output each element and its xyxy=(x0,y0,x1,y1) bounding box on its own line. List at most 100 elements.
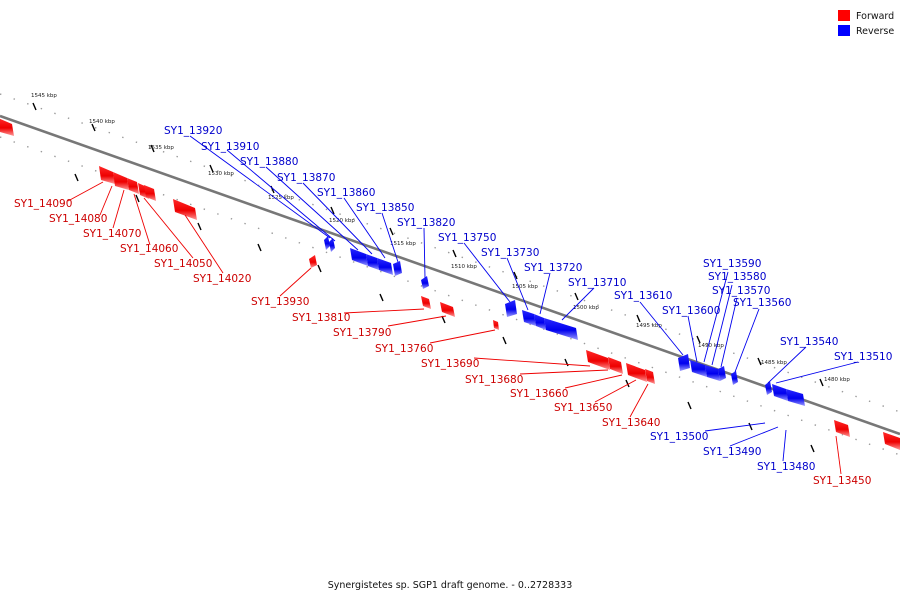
gene-block-reverse[interactable] xyxy=(393,261,402,276)
leader-line xyxy=(835,435,842,475)
leader-line xyxy=(519,369,609,375)
gene-block-forward[interactable] xyxy=(99,166,115,184)
gene-label-reverse[interactable]: SY1_13880 xyxy=(240,156,298,168)
gene-label-reverse[interactable]: SY1_13500 xyxy=(650,431,708,443)
gene-block-reverse[interactable] xyxy=(678,354,690,371)
gene-block-forward[interactable] xyxy=(0,118,14,136)
tick xyxy=(574,292,579,301)
scale-label: 1515 kbp xyxy=(390,241,416,247)
gene-block-reverse[interactable] xyxy=(505,300,517,317)
gene-label-reverse[interactable]: SY1_13610 xyxy=(614,290,672,302)
gene-label-reverse[interactable]: SY1_13590 xyxy=(703,258,761,270)
gene-label-forward[interactable]: SY1_13450 xyxy=(813,475,871,487)
gene-label-reverse[interactable]: SY1_13600 xyxy=(662,305,720,317)
gene-label-forward[interactable]: SY1_13930 xyxy=(251,296,309,308)
gene-label-reverse[interactable]: SY1_13540 xyxy=(780,336,838,348)
gene-block-reverse[interactable] xyxy=(366,254,379,270)
gene-label-reverse[interactable]: SY1_13860 xyxy=(317,187,375,199)
leader-line xyxy=(381,212,399,263)
gene-block-forward[interactable] xyxy=(309,255,317,268)
gene-block-reverse[interactable] xyxy=(329,238,335,252)
leader-line xyxy=(703,271,729,363)
gene-block-forward[interactable] xyxy=(586,350,610,370)
gene-label-reverse[interactable]: SY1_13730 xyxy=(481,247,539,259)
gene-block-reverse[interactable] xyxy=(718,366,726,381)
gene-label-forward[interactable]: SY1_14090 xyxy=(14,198,72,210)
forward-gene-labels: SY1_14090 SY1_14080 SY1_14070 SY1_14060 … xyxy=(14,198,871,487)
gene-block-reverse[interactable] xyxy=(522,310,536,326)
gene-block-forward[interactable] xyxy=(127,178,139,194)
gene-label-reverse[interactable]: SY1_13510 xyxy=(834,351,892,363)
gene-label-reverse[interactable]: SY1_13870 xyxy=(277,172,335,184)
gene-label-forward[interactable]: SY1_13790 xyxy=(333,327,391,339)
gene-label-forward[interactable]: SY1_13810 xyxy=(292,312,350,324)
leader-line xyxy=(67,181,104,202)
gene-block-forward[interactable] xyxy=(144,185,156,201)
gene-label-reverse[interactable]: SY1_13910 xyxy=(201,141,259,153)
leader-line xyxy=(423,227,426,279)
gene-label-forward[interactable]: SY1_13680 xyxy=(465,374,523,386)
gene-label-forward[interactable]: SY1_14080 xyxy=(49,213,107,225)
gene-label-forward[interactable]: SY1_13760 xyxy=(375,343,433,355)
gene-label-forward[interactable]: SY1_13640 xyxy=(602,417,660,429)
tick xyxy=(330,206,335,215)
gene-label-forward[interactable]: SY1_14070 xyxy=(83,228,141,240)
gene-block-reverse[interactable] xyxy=(765,381,772,395)
gene-block-forward[interactable] xyxy=(626,363,647,382)
tick xyxy=(452,249,457,258)
gene-label-reverse[interactable]: SY1_13570 xyxy=(712,285,770,297)
gene-label-reverse[interactable]: SY1_13490 xyxy=(703,446,761,458)
gene-block-reverse[interactable] xyxy=(731,371,738,385)
leader-line xyxy=(463,242,511,303)
leader-line xyxy=(775,361,859,384)
tick xyxy=(636,314,641,323)
gene-block-forward[interactable] xyxy=(883,432,900,450)
gene-block-reverse[interactable] xyxy=(690,360,707,377)
gene-label-reverse[interactable]: SY1_13720 xyxy=(524,262,582,274)
tick xyxy=(197,222,202,231)
gene-block-reverse[interactable] xyxy=(786,389,805,406)
scale-labels: 1545 kbp 1540 kbp 1535 kbp 1530 kbp 1525… xyxy=(31,93,850,383)
gene-label-forward[interactable]: SY1_14060 xyxy=(120,243,178,255)
gene-label-reverse[interactable]: SY1_13710 xyxy=(568,277,626,289)
gene-block-reverse[interactable] xyxy=(705,365,720,381)
gene-label-reverse[interactable]: SY1_13920 xyxy=(164,125,222,137)
gene-label-reverse[interactable]: SY1_13560 xyxy=(733,297,791,309)
gene-block-forward[interactable] xyxy=(421,296,431,309)
gene-block-forward[interactable] xyxy=(834,420,850,437)
gene-label-forward[interactable]: SY1_13650 xyxy=(554,402,612,414)
gene-block-forward[interactable] xyxy=(645,369,655,384)
gene-block-forward[interactable] xyxy=(493,320,499,330)
leader-line xyxy=(782,429,787,462)
leader-line xyxy=(687,315,698,363)
scale-label: 1480 kbp xyxy=(824,377,850,383)
leader-line xyxy=(343,308,425,314)
gene-block-reverse[interactable] xyxy=(324,236,330,250)
reverse-leader-lines xyxy=(189,135,859,462)
gene-block-forward[interactable] xyxy=(608,357,623,374)
gene-block-reverse[interactable] xyxy=(350,248,368,266)
gene-block-forward[interactable] xyxy=(440,302,455,317)
gene-block-reverse[interactable] xyxy=(377,258,393,275)
tick xyxy=(564,358,569,367)
scale-label: 1510 kbp xyxy=(451,264,477,270)
gene-label-reverse[interactable]: SY1_13850 xyxy=(356,202,414,214)
forward-gene-blocks xyxy=(0,118,900,450)
gene-block-forward[interactable] xyxy=(113,172,129,190)
gene-block-forward[interactable] xyxy=(173,199,197,220)
leader-line xyxy=(279,267,312,297)
gene-block-reverse[interactable] xyxy=(534,314,546,330)
gene-block-reverse[interactable] xyxy=(544,318,578,340)
gene-label-forward[interactable]: SY1_14050 xyxy=(154,258,212,270)
gene-label-reverse[interactable]: SY1_13480 xyxy=(757,461,815,473)
genome-axis xyxy=(0,114,900,436)
gene-block-reverse[interactable] xyxy=(772,384,788,401)
gene-label-forward[interactable]: SY1_13660 xyxy=(510,388,568,400)
gene-label-reverse[interactable]: SY1_13580 xyxy=(708,271,766,283)
gene-label-forward[interactable]: SY1_14020 xyxy=(193,273,251,285)
scale-label: 1540 kbp xyxy=(89,119,115,125)
gene-label-forward[interactable]: SY1_13690 xyxy=(421,358,479,370)
gene-block-reverse[interactable] xyxy=(421,276,429,289)
gene-label-reverse[interactable]: SY1_13820 xyxy=(397,217,455,229)
gene-label-reverse[interactable]: SY1_13750 xyxy=(438,232,496,244)
